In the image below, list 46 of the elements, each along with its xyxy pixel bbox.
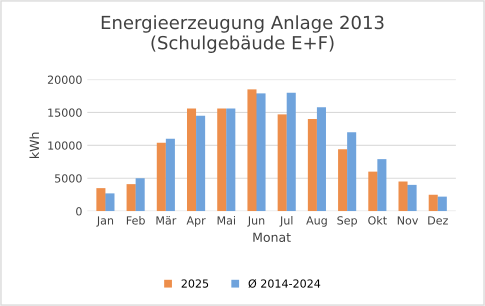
bar: [438, 196, 447, 212]
x-tick-label: Mai: [218, 216, 235, 225]
bar: [428, 194, 438, 212]
bar: [196, 116, 206, 212]
bar: [156, 142, 166, 212]
x-tick-label: Feb: [126, 216, 145, 225]
bar: [408, 184, 417, 212]
bar: [136, 178, 145, 212]
y-tick-label: 15000: [48, 108, 82, 117]
bar: [398, 182, 408, 212]
bar: [278, 114, 287, 212]
bar: [187, 108, 196, 212]
bar: [126, 184, 136, 212]
y-tick-label: 0: [76, 207, 82, 216]
bar: [105, 193, 114, 212]
x-tick-label: Apr: [186, 216, 206, 227]
x-axis-title: Monat: [253, 232, 291, 242]
legend-label: Ø 2014-2024: [248, 279, 320, 288]
y-axis-title: kWh: [29, 132, 39, 158]
chart-title: Energieerzeugung Anlage 2013 (Schulgebäude E+F): [102, 15, 384, 53]
x-tick-label: Aug: [306, 216, 327, 227]
x-tick-label: Jul: [279, 216, 292, 227]
x-tick-label: Dez: [428, 216, 448, 225]
x-tick-label: Nov: [398, 216, 418, 225]
bar: [347, 132, 356, 212]
x-tick-label: Sep: [337, 216, 357, 227]
bar: [96, 188, 106, 212]
bar: [226, 108, 236, 212]
x-tick-label: Mär: [156, 216, 176, 225]
bar: [217, 108, 226, 212]
bar: [286, 92, 296, 212]
x-tick-label: Jun: [247, 216, 264, 227]
bar: [377, 159, 386, 212]
bar: [316, 107, 326, 212]
bar: [256, 93, 266, 212]
y-tick-label: 10000: [48, 141, 82, 150]
legend-label: 2025: [182, 279, 208, 288]
x-tick-label: Okt: [368, 216, 387, 225]
x-tick-label: Jan: [96, 216, 114, 227]
bar: [247, 89, 256, 212]
bar: [308, 119, 317, 212]
bar: [368, 172, 378, 212]
y-tick-label: 20000: [48, 76, 82, 84]
bar: [166, 138, 175, 212]
bar: [338, 149, 348, 212]
y-tick-label: 5000: [55, 174, 82, 183]
